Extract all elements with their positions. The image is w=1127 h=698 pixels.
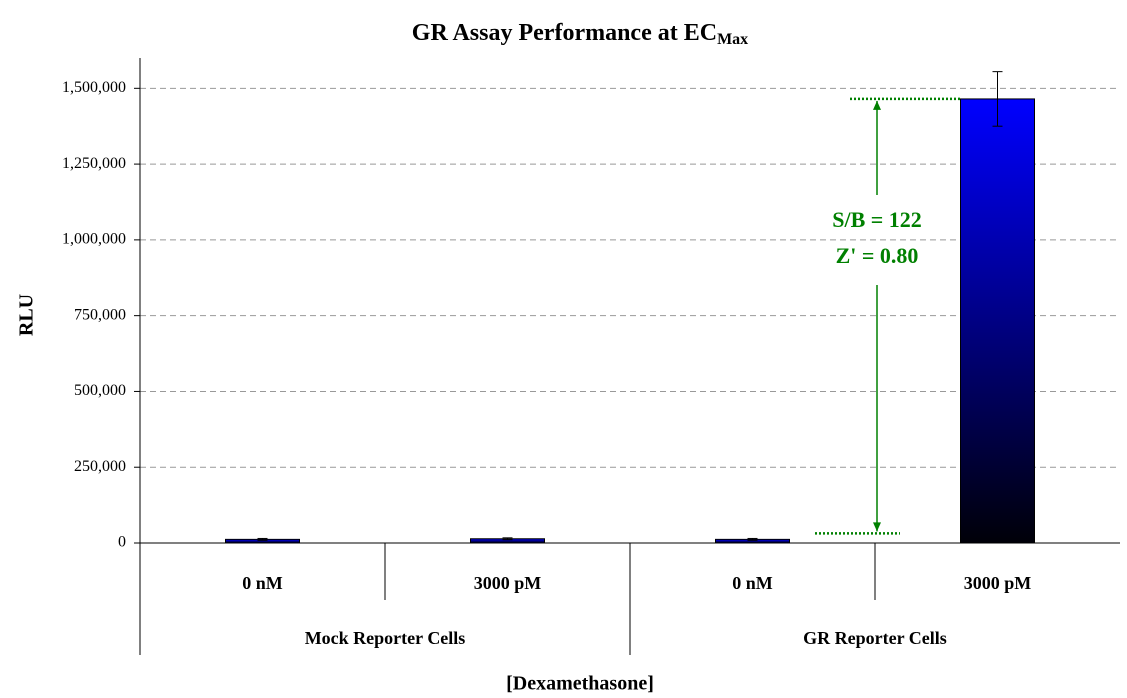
group-label: Mock Reporter Cells — [305, 628, 466, 648]
chart-title: GR Assay Performance at ECMax — [412, 20, 748, 48]
y-tick-label: 500,000 — [74, 382, 126, 399]
y-axis-label: RLU — [16, 294, 38, 336]
y-tick-label: 1,250,000 — [62, 155, 126, 172]
y-tick-label: 0 — [118, 534, 126, 551]
y-tick-label: 250,000 — [74, 458, 126, 475]
x-axis-label: [Dexamethasone] — [506, 673, 654, 695]
x-tick-label: 0 nM — [242, 573, 283, 593]
y-tick-label: 1,000,000 — [62, 231, 126, 248]
arrow-head — [873, 100, 881, 110]
x-tick-label: 0 nM — [732, 573, 773, 593]
arrow-head — [873, 522, 881, 532]
y-tick-label: 1,500,000 — [62, 79, 126, 96]
annotation-text: S/B = 122 — [832, 207, 922, 232]
annotation-text: Z' = 0.80 — [836, 243, 919, 268]
group-label: GR Reporter Cells — [803, 628, 947, 648]
x-tick-label: 3000 pM — [474, 573, 542, 593]
bar — [960, 98, 1035, 544]
y-tick-label: 750,000 — [74, 306, 126, 323]
x-tick-label: 3000 pM — [964, 573, 1032, 593]
